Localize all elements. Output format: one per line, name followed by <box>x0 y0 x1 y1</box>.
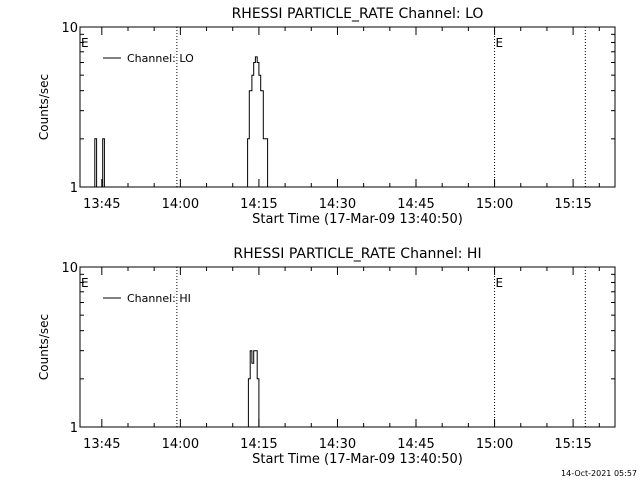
event-label-1: E <box>496 276 504 290</box>
y-tick-label-1: 10 <box>61 21 78 36</box>
x-tick-label-3: 14:30 <box>319 437 356 452</box>
x-tick-label-4: 14:45 <box>397 437 434 452</box>
plot-frame <box>79 266 616 428</box>
chart-title: RHESSI PARTICLE_RATE Channel: LO <box>232 6 484 22</box>
legend-label: Channel: HI <box>127 292 191 305</box>
x-axis-label: Start Time (17-Mar-09 13:40:50) <box>252 212 463 227</box>
event-label-0: E <box>81 276 89 290</box>
x-tick-label-4: 14:45 <box>397 197 434 212</box>
x-tick-label-0: 13:45 <box>83 197 120 212</box>
x-tick-label-0: 13:45 <box>83 437 120 452</box>
y-axis-label: Counts/sec <box>37 314 51 380</box>
event-label-0: E <box>81 36 89 50</box>
panel-0: RHESSI PARTICLE_RATE Channel: LO E E 13:45 1… <box>37 6 616 227</box>
panel-1: RHESSI PARTICLE_RATE Channel: HI E E 13:45 1… <box>37 246 616 467</box>
y-axis-label: Counts/sec <box>37 74 51 140</box>
x-tick-label-2: 14:15 <box>240 197 277 212</box>
x-axis-label: Start Time (17-Mar-09 13:40:50) <box>252 452 463 467</box>
x-tick-label-6: 15:15 <box>554 437 591 452</box>
event-label-1: E <box>496 36 504 50</box>
legend-label: Channel: LO <box>127 52 194 65</box>
series-line-0 <box>94 56 269 188</box>
x-tick-label-1: 14:00 <box>162 437 199 452</box>
plot-frame <box>79 26 616 188</box>
y-tick-label-1: 10 <box>61 261 78 276</box>
x-tick-label-5: 15:00 <box>476 197 513 212</box>
x-tick-label-5: 15:00 <box>476 437 513 452</box>
chart-title: RHESSI PARTICLE_RATE Channel: HI <box>233 246 481 262</box>
x-tick-label-6: 15:15 <box>554 197 591 212</box>
y-tick-label-0: 1 <box>70 421 78 436</box>
x-tick-label-2: 14:15 <box>240 437 277 452</box>
timestamp: 14-Oct-2021 05:57 <box>561 469 637 478</box>
series-line-0 <box>247 350 260 427</box>
x-tick-label-3: 14:30 <box>319 197 356 212</box>
y-tick-label-0: 1 <box>70 181 78 196</box>
x-tick-label-1: 14:00 <box>162 197 199 212</box>
